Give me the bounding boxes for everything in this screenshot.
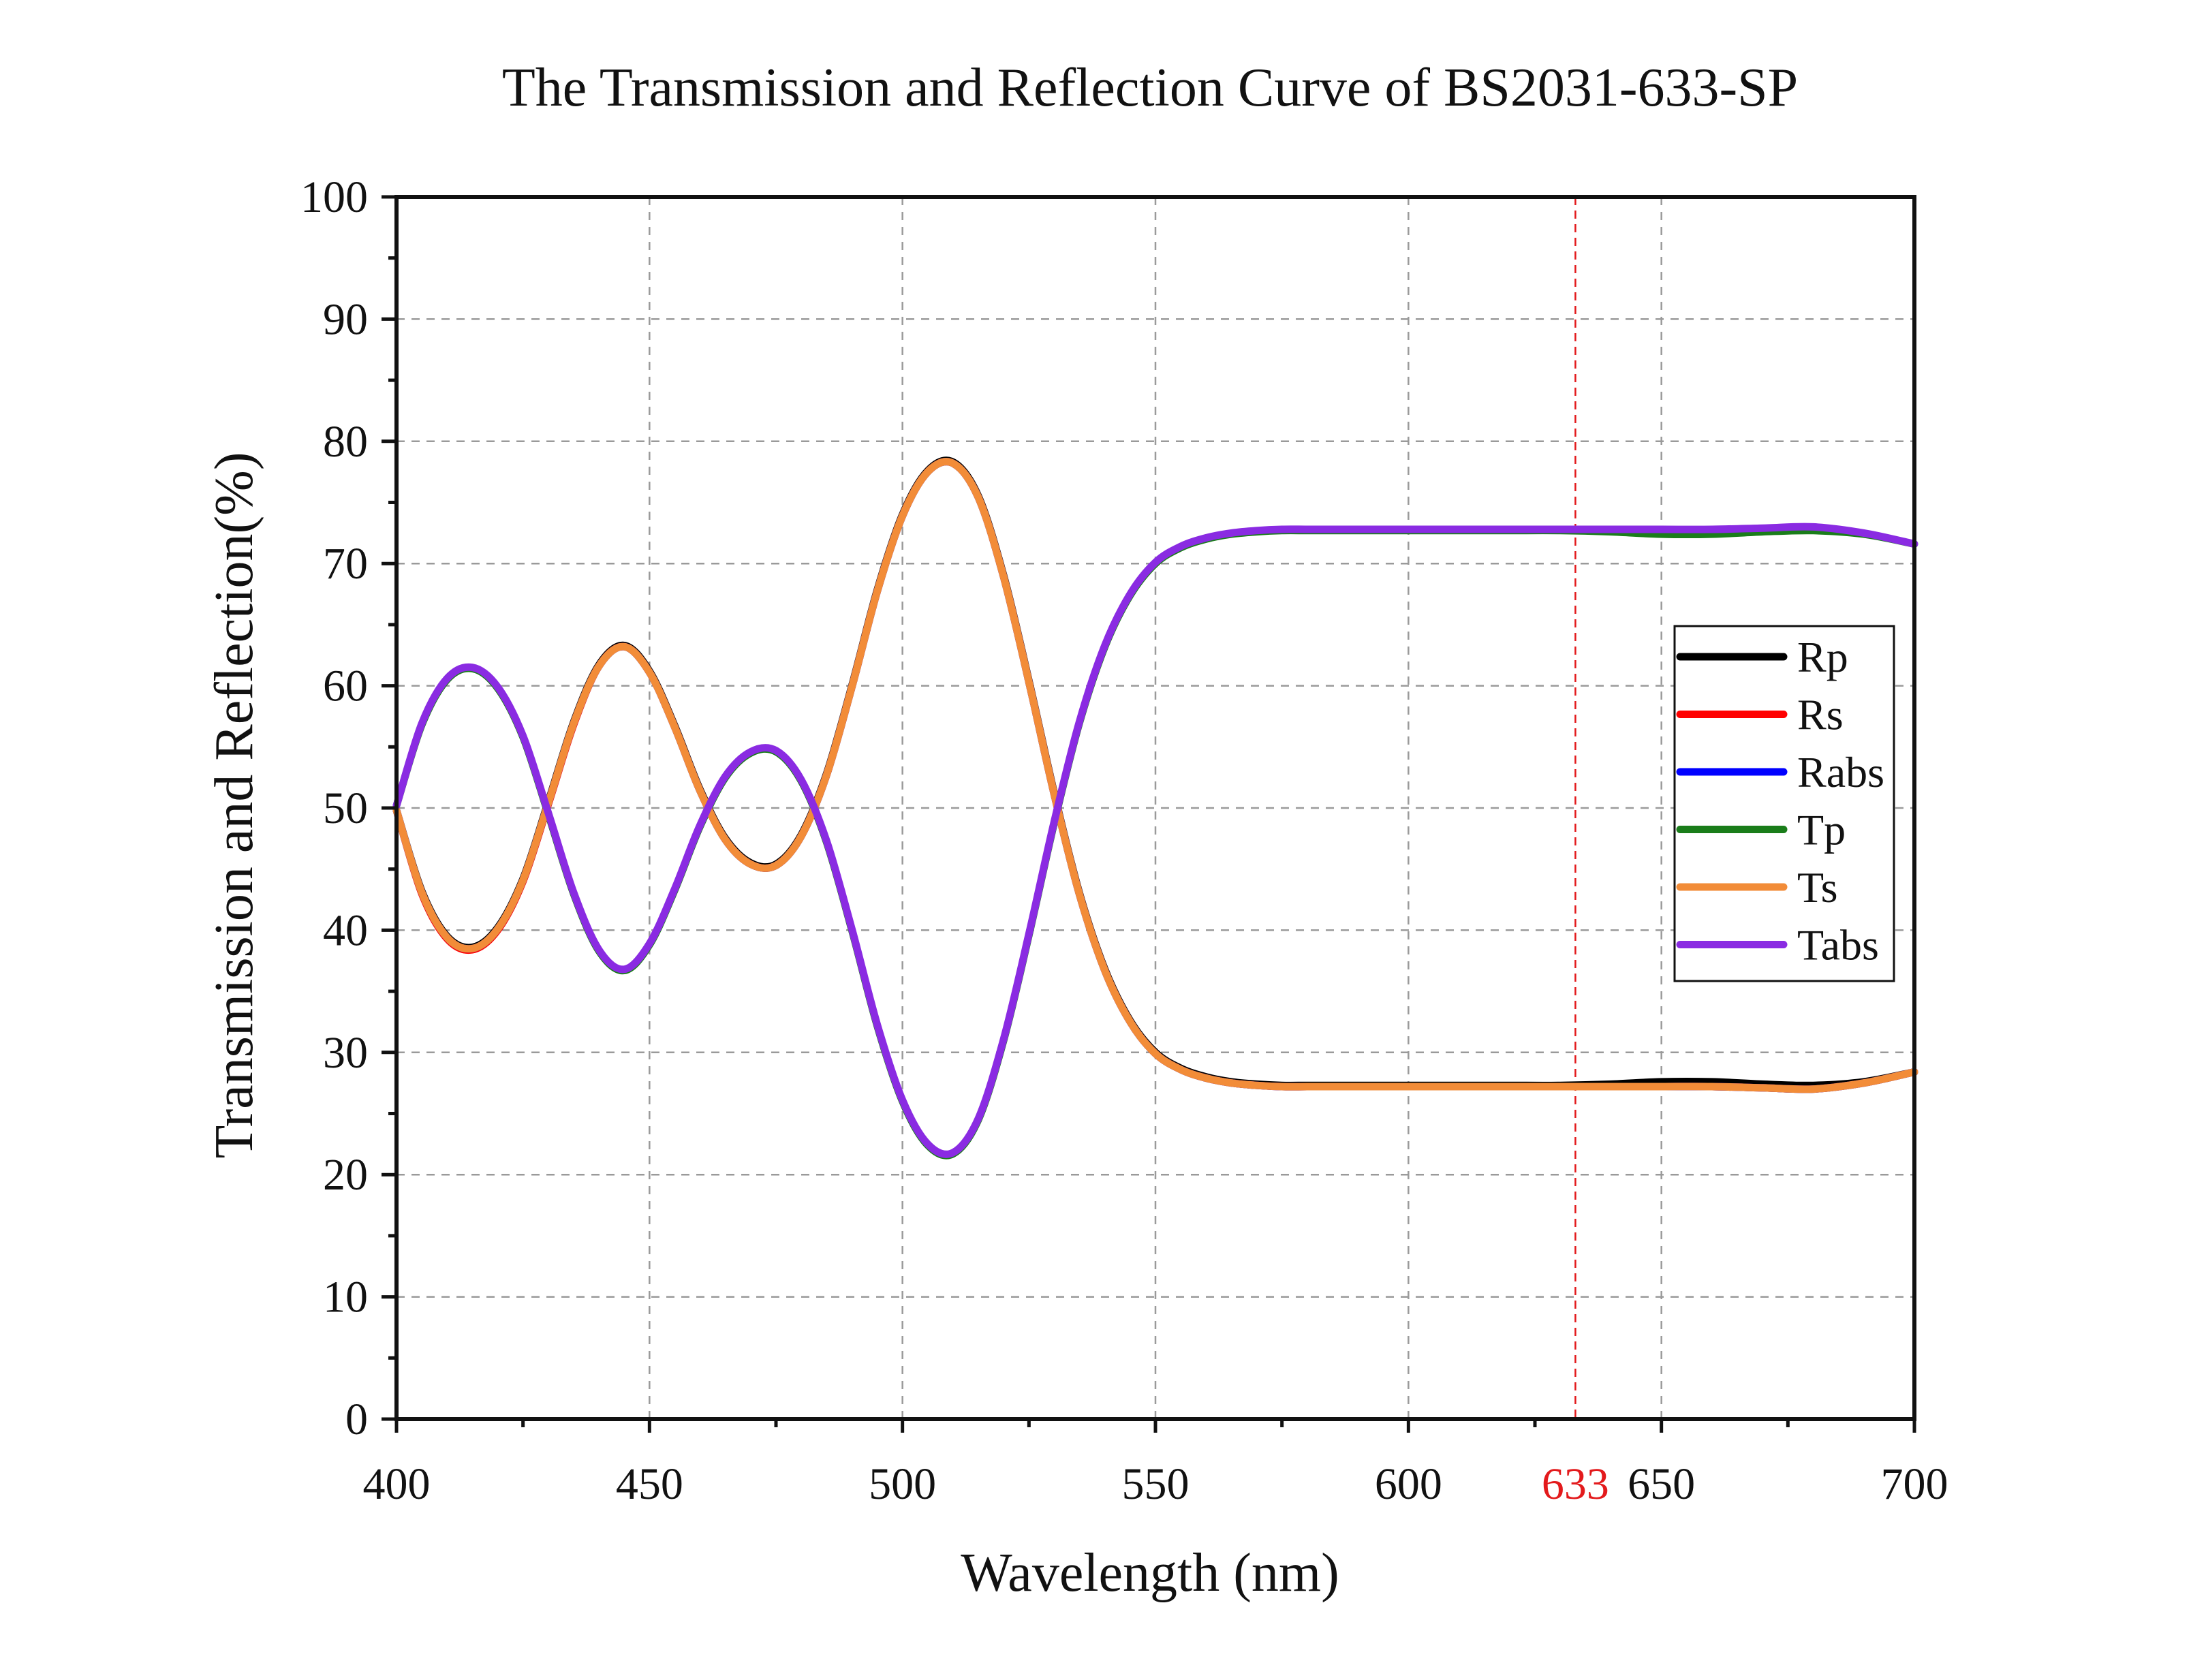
y-tick-label: 90	[323, 294, 368, 344]
y-tick-label: 100	[300, 172, 368, 222]
series-lines	[392, 456, 1918, 1160]
y-tick-label: 80	[323, 417, 368, 467]
series-line-ts	[392, 458, 1918, 1093]
x-tick-label: 450	[616, 1459, 683, 1509]
y-tick-label: 60	[323, 662, 368, 711]
y-axis-ticks: 0 10 20 30 40 50 60 70 80 90 100	[300, 172, 397, 1444]
x-tick-label: 550	[1122, 1459, 1190, 1509]
legend-label-tp: Tp	[1797, 806, 1846, 854]
legend-box	[1673, 625, 1895, 982]
y-tick-label: 10	[323, 1273, 368, 1322]
chart-title: The Transmission and Reflection Curve of…	[502, 58, 1798, 118]
legend-label-ts: Ts	[1797, 863, 1838, 912]
legend-label-rabs: Rabs	[1797, 748, 1884, 796]
y-tick-label: 50	[323, 783, 368, 833]
x-axis-label: Wavelength (nm)	[961, 1543, 1339, 1603]
y-axis-label: Transmission and Reflection(%)	[204, 452, 264, 1159]
legend-label-rs: Rs	[1797, 691, 1844, 739]
legend-label-rp: Rp	[1797, 633, 1848, 681]
x-tick-label: 650	[1628, 1459, 1695, 1509]
x-tick-label: 700	[1881, 1459, 1948, 1509]
x-tick-label: 600	[1375, 1459, 1442, 1509]
reference-line-label: 633	[1542, 1459, 1609, 1509]
y-tick-label: 30	[323, 1028, 368, 1078]
x-tick-label: 400	[363, 1459, 431, 1509]
y-tick-label: 20	[323, 1150, 368, 1200]
grid-lines	[397, 197, 1914, 1419]
series-line-tabs	[392, 523, 1918, 1158]
x-axis-ticks: 400 450 500 550 600 650 700 633	[363, 1419, 1948, 1509]
y-tick-label: 40	[323, 905, 368, 955]
y-tick-label: 0	[345, 1395, 368, 1444]
legend-label-tabs: Tabs	[1797, 921, 1879, 969]
y-tick-label: 70	[323, 539, 368, 589]
legend: Rp Rs Rabs Tp Ts Tabs	[1673, 625, 1895, 982]
x-tick-label: 500	[869, 1459, 936, 1509]
